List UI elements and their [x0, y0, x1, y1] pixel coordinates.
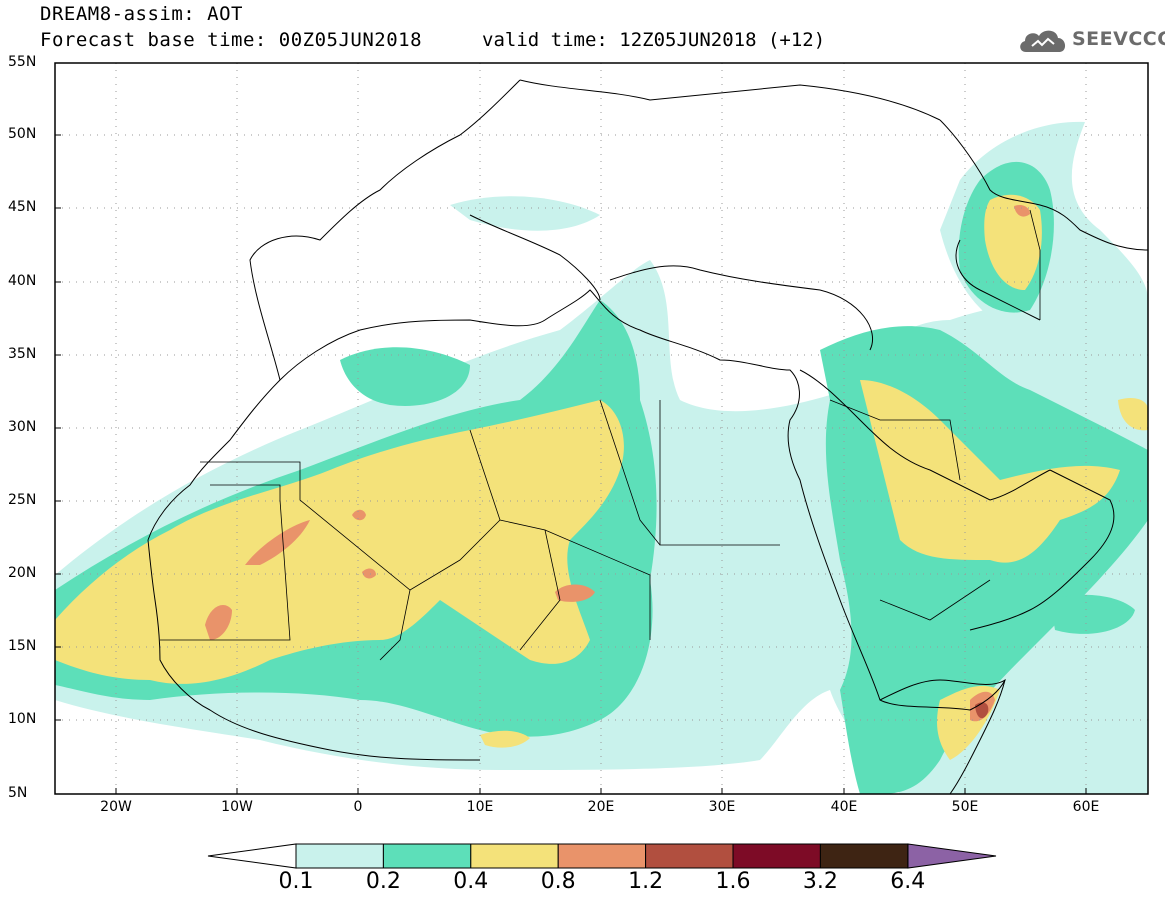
lat-label: 30N	[8, 419, 37, 435]
colorbar-label: 6.4	[890, 869, 926, 894]
lon-label: 20W	[100, 799, 132, 815]
colorbar-high-arrow	[907, 843, 997, 869]
colorbar-label: 1.2	[628, 869, 664, 894]
colorbar	[207, 843, 997, 869]
colorbar-cell	[557, 843, 647, 869]
colorbar-cell	[732, 843, 821, 869]
coastlines	[147, 79, 1148, 794]
aot-level-0.4	[55, 194, 1148, 760]
lon-label: 0	[353, 799, 363, 815]
colorbar-cell	[819, 843, 909, 869]
country-borders	[160, 209, 1041, 661]
axis-ticks	[55, 62, 1087, 795]
colorbar-label: 0.1	[278, 869, 314, 894]
aot-fields	[55, 121, 1148, 794]
colorbar-label: 3.2	[802, 869, 838, 894]
lon-label: 30E	[708, 799, 736, 815]
colorbar-cell	[295, 843, 384, 869]
lat-label: 40N	[8, 273, 37, 289]
colorbar-label: 0.2	[365, 869, 401, 894]
lat-label: 25N	[8, 492, 37, 508]
lon-label: 60E	[1072, 799, 1100, 815]
aot-level-1.2	[975, 702, 989, 719]
lat-label: 35N	[8, 346, 37, 362]
lon-label: 50E	[951, 799, 979, 815]
lat-label: 55N	[8, 54, 37, 70]
colorbar-label: 0.8	[540, 869, 576, 894]
valid-time: valid time: 12Z05JUN2018 (+12)	[482, 29, 826, 51]
aot-level-0.8	[205, 204, 1030, 722]
colorbar-cell	[645, 843, 734, 869]
logo-text: SEEVCCC	[1072, 28, 1165, 50]
seevccc-logo: SEEVCCC	[1016, 22, 1165, 58]
lat-label: 20N	[8, 565, 37, 581]
lat-label: 10N	[8, 711, 37, 727]
lon-label: 40E	[830, 799, 858, 815]
colorbar-low-arrow	[207, 843, 297, 869]
map-title: DREAM8-assim: AOT	[40, 3, 243, 25]
colorbar-label: 0.4	[453, 869, 489, 894]
lat-label: 5N	[8, 785, 28, 801]
lat-label: 15N	[8, 638, 37, 654]
colorbar-cells	[295, 843, 909, 869]
colorbar-label: 1.6	[715, 869, 751, 894]
lat-lon-grid	[55, 63, 1148, 794]
lon-label: 10W	[221, 799, 253, 815]
colorbar-cell	[470, 843, 559, 869]
lon-label: 10E	[466, 799, 494, 815]
cloud-icon	[1020, 30, 1066, 52]
lat-label: 50N	[8, 126, 37, 142]
colorbar-cell	[382, 843, 472, 869]
forecast-base-time: Forecast base time: 00Z05JUN2018	[40, 29, 423, 51]
lon-label: 20E	[587, 799, 615, 815]
lat-label: 45N	[8, 199, 37, 215]
